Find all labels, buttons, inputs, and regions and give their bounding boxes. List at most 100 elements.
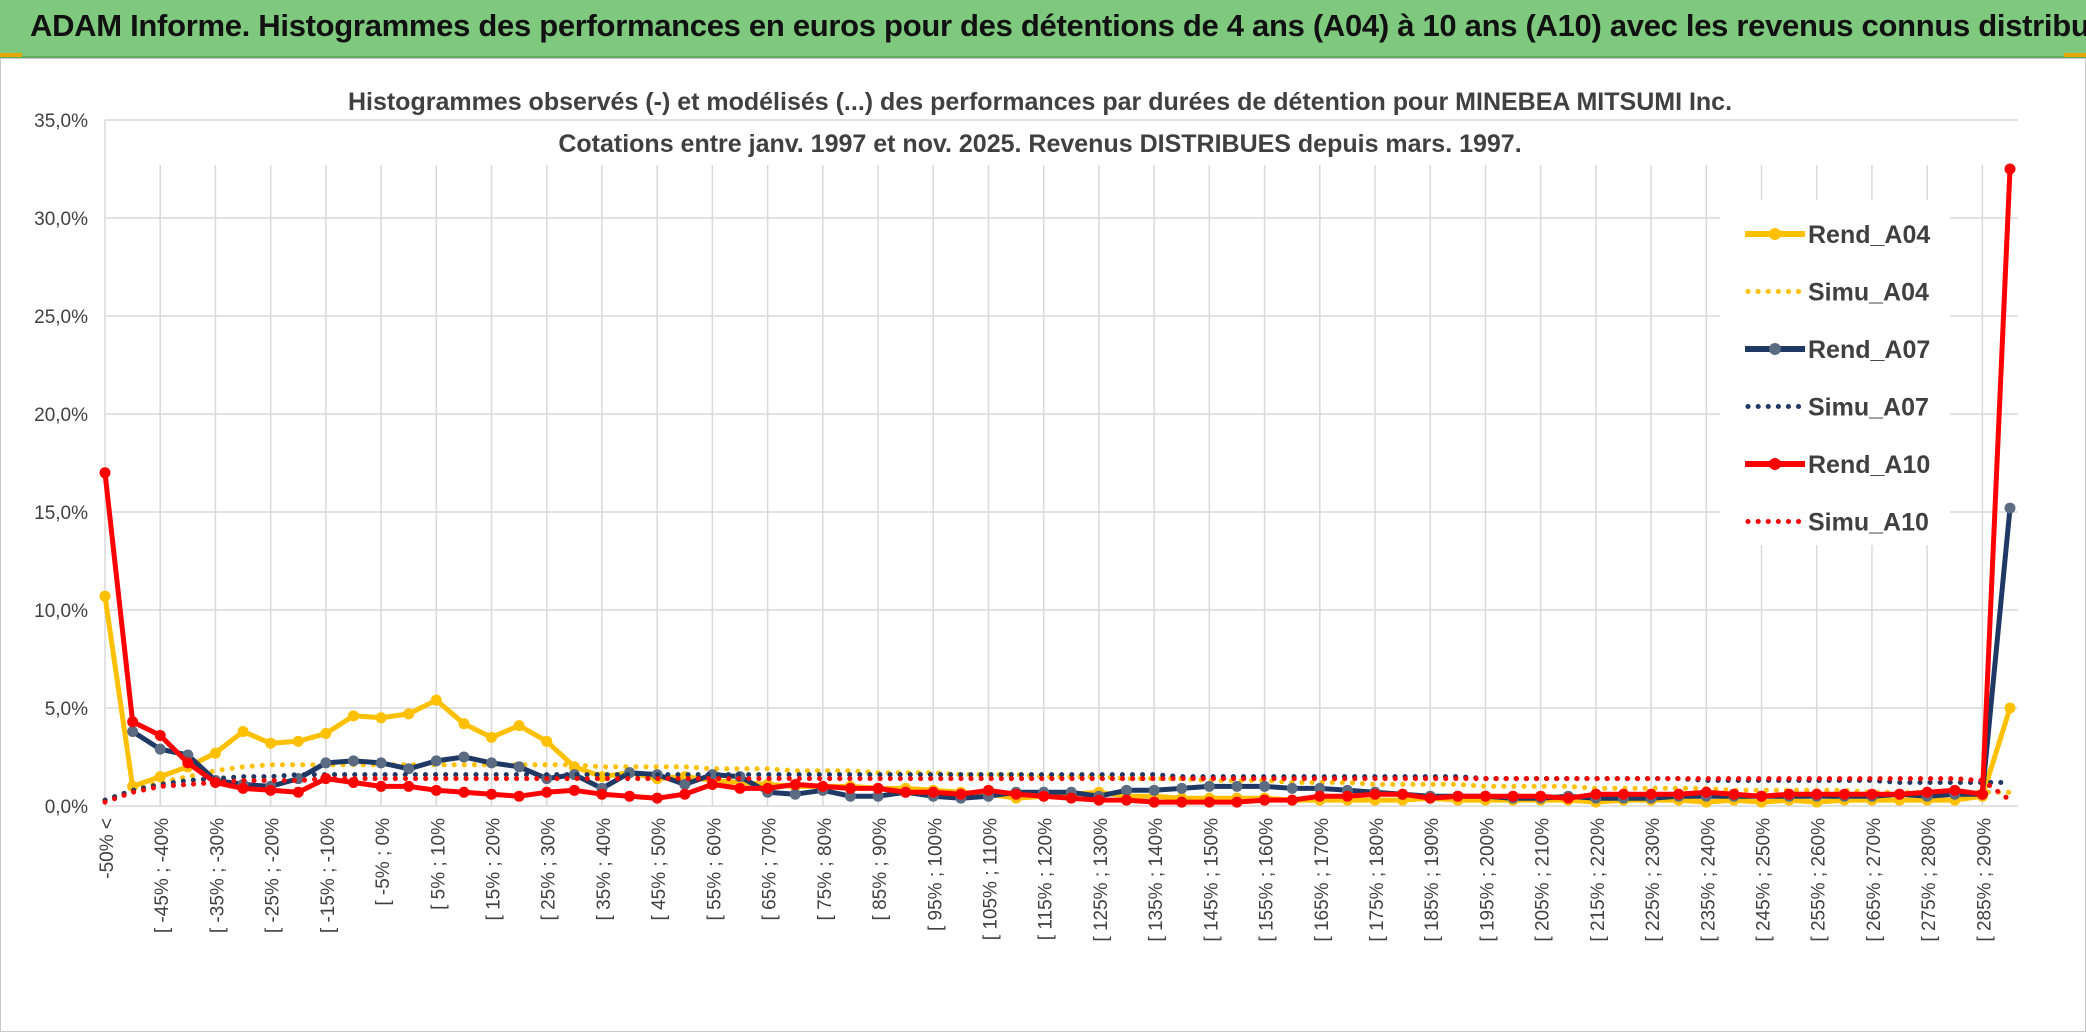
data-point-rend-a10 <box>1507 790 1519 802</box>
data-point-rend-a10 <box>1866 788 1878 800</box>
x-tick-label: [ 185% ; 190% <box>1422 818 1443 942</box>
data-point-rend-a07 <box>375 757 387 769</box>
data-point-rend-a10 <box>955 788 967 800</box>
x-tick-label: [ -5% ; 0% <box>373 818 394 906</box>
data-point-rend-a10 <box>1397 788 1409 800</box>
data-point-rend-a07 <box>1231 780 1243 792</box>
data-point-rend-a10 <box>430 784 442 796</box>
data-point-rend-a10 <box>1783 788 1795 800</box>
data-point-rend-a07 <box>624 767 636 779</box>
data-point-rend-a04 <box>430 694 442 706</box>
data-point-rend-a10 <box>237 782 249 794</box>
x-tick-label: -50% < <box>97 818 118 879</box>
data-point-rend-a10 <box>651 792 663 804</box>
data-point-rend-a10 <box>844 782 856 794</box>
data-point-rend-a04 <box>154 771 166 783</box>
data-point-rend-a10 <box>1369 788 1381 800</box>
corner-mark-left <box>0 53 22 57</box>
data-point-rend-a10 <box>1452 790 1464 802</box>
data-point-rend-a10 <box>1700 786 1712 798</box>
corner-mark-right <box>2064 53 2086 57</box>
data-point-rend-a10 <box>1065 792 1077 804</box>
data-point-rend-a07 <box>2004 502 2016 514</box>
data-point-rend-a04 <box>292 735 304 747</box>
data-point-rend-a07 <box>844 790 856 802</box>
data-point-rend-a10 <box>1121 794 1133 806</box>
x-axis: -50% < [ -45% ; -40% [ -35% ; -30% [ -25% ;… <box>97 818 1995 942</box>
data-point-rend-a10 <box>900 786 912 798</box>
x-tick-label: [ 65% ; 70% <box>760 818 781 921</box>
data-point-rend-a07 <box>679 778 691 790</box>
data-point-rend-a04 <box>458 718 470 730</box>
data-point-rend-a10 <box>1728 788 1740 800</box>
data-point-rend-a04 <box>209 747 221 759</box>
data-point-rend-a10 <box>2004 163 2016 175</box>
data-point-rend-a10 <box>1756 790 1768 802</box>
y-tick-label: 30,0% <box>34 209 88 230</box>
x-tick-label: [ 225% ; 230% <box>1643 818 1664 942</box>
x-tick-label: [ 115% ; 120% <box>1036 818 1057 940</box>
x-tick-label: [ 275% ; 280% <box>1919 818 1940 942</box>
y-tick-label: 0,0% <box>45 797 88 818</box>
legend-label-simu-a07: Simu_A07 <box>1808 394 1929 422</box>
x-tick-label: [ 15% ; 20% <box>484 818 505 921</box>
data-point-rend-a10 <box>182 757 194 769</box>
x-tick-label: [ 195% ; 200% <box>1477 818 1498 942</box>
data-point-rend-a04 <box>403 708 415 720</box>
data-point-rend-a04 <box>375 712 387 724</box>
data-point-rend-a10 <box>154 729 166 741</box>
data-point-rend-a10 <box>513 790 525 802</box>
data-point-rend-a10 <box>1038 790 1050 802</box>
x-tick-label: [ 55% ; 60% <box>704 818 725 921</box>
data-point-rend-a10 <box>1286 794 1298 806</box>
data-point-rend-a10 <box>734 782 746 794</box>
data-point-rend-a07 <box>1148 784 1160 796</box>
series-line-rend-a04 <box>102 595 2013 805</box>
data-point-rend-a07 <box>486 757 498 769</box>
x-tick-label: [ 175% ; 180% <box>1367 818 1388 942</box>
x-tick-label: [ -45% ; -40% <box>152 818 173 933</box>
y-axis: 0,0% 5,0% 10,0% 15,0% 20,0% 25,0% 30,0% 35,0% <box>34 111 88 818</box>
x-tick-label: [ 25% ; 30% <box>539 818 560 921</box>
data-point-rend-a04 <box>541 735 553 747</box>
data-point-rend-a10 <box>927 786 939 798</box>
data-point-rend-a10 <box>1949 784 1961 796</box>
data-point-rend-a10 <box>1341 790 1353 802</box>
data-point-rend-a10 <box>1093 794 1105 806</box>
data-point-rend-a10 <box>1176 796 1188 808</box>
data-point-rend-a10 <box>292 786 304 798</box>
x-tick-label: [ 205% ; 210% <box>1533 818 1554 942</box>
x-tick-label: [ 165% ; 170% <box>1312 818 1333 942</box>
x-tick-label: [ 95% ; 100% <box>925 818 946 931</box>
x-tick-label: [ 235% ; 240% <box>1698 818 1719 942</box>
data-point-rend-a10 <box>1921 786 1933 798</box>
data-point-rend-a10 <box>1148 796 1160 808</box>
chart-title-line1: Histogrammes observés (-) et modélisés (… <box>348 88 1732 116</box>
x-tick-label: [ 255% ; 260% <box>1809 818 1830 942</box>
data-point-rend-a07 <box>403 763 415 775</box>
chart-title-line2: Cotations entre janv. 1997 et nov. 2025.… <box>558 130 1521 158</box>
legend-label-rend-a04: Rend_A04 <box>1808 221 1930 249</box>
page-title: ADAM Informe. Histogrammes des performan… <box>30 8 2086 43</box>
series-group <box>99 163 2016 808</box>
data-point-rend-a10 <box>1314 790 1326 802</box>
data-point-rend-a10 <box>789 778 801 790</box>
x-tick-label: [ -15% ; -10% <box>318 818 339 933</box>
series-line-rend-a07 <box>131 507 2013 801</box>
data-point-rend-a10 <box>99 467 111 479</box>
legend-marker-rend-a04 <box>1769 228 1781 240</box>
data-point-rend-a04 <box>99 590 111 602</box>
x-tick-label: [ 45% ; 50% <box>649 818 670 921</box>
data-point-rend-a10 <box>982 784 994 796</box>
data-point-rend-a07 <box>1121 784 1133 796</box>
data-point-rend-a07 <box>1203 780 1215 792</box>
x-tick-label: [ 85% ; 90% <box>870 818 891 921</box>
data-point-rend-a04 <box>486 731 498 743</box>
legend: Rend_A04 Simu_A04 Rend_A07 Simu_A07 Rend_A10… <box>1745 221 1930 537</box>
legend-label-rend-a07: Rend_A07 <box>1808 336 1930 364</box>
data-point-rend-a10 <box>1645 788 1657 800</box>
data-point-rend-a10 <box>1479 790 1491 802</box>
data-point-rend-a10 <box>706 778 718 790</box>
data-point-rend-a10 <box>1535 790 1547 802</box>
data-point-rend-a10 <box>375 780 387 792</box>
